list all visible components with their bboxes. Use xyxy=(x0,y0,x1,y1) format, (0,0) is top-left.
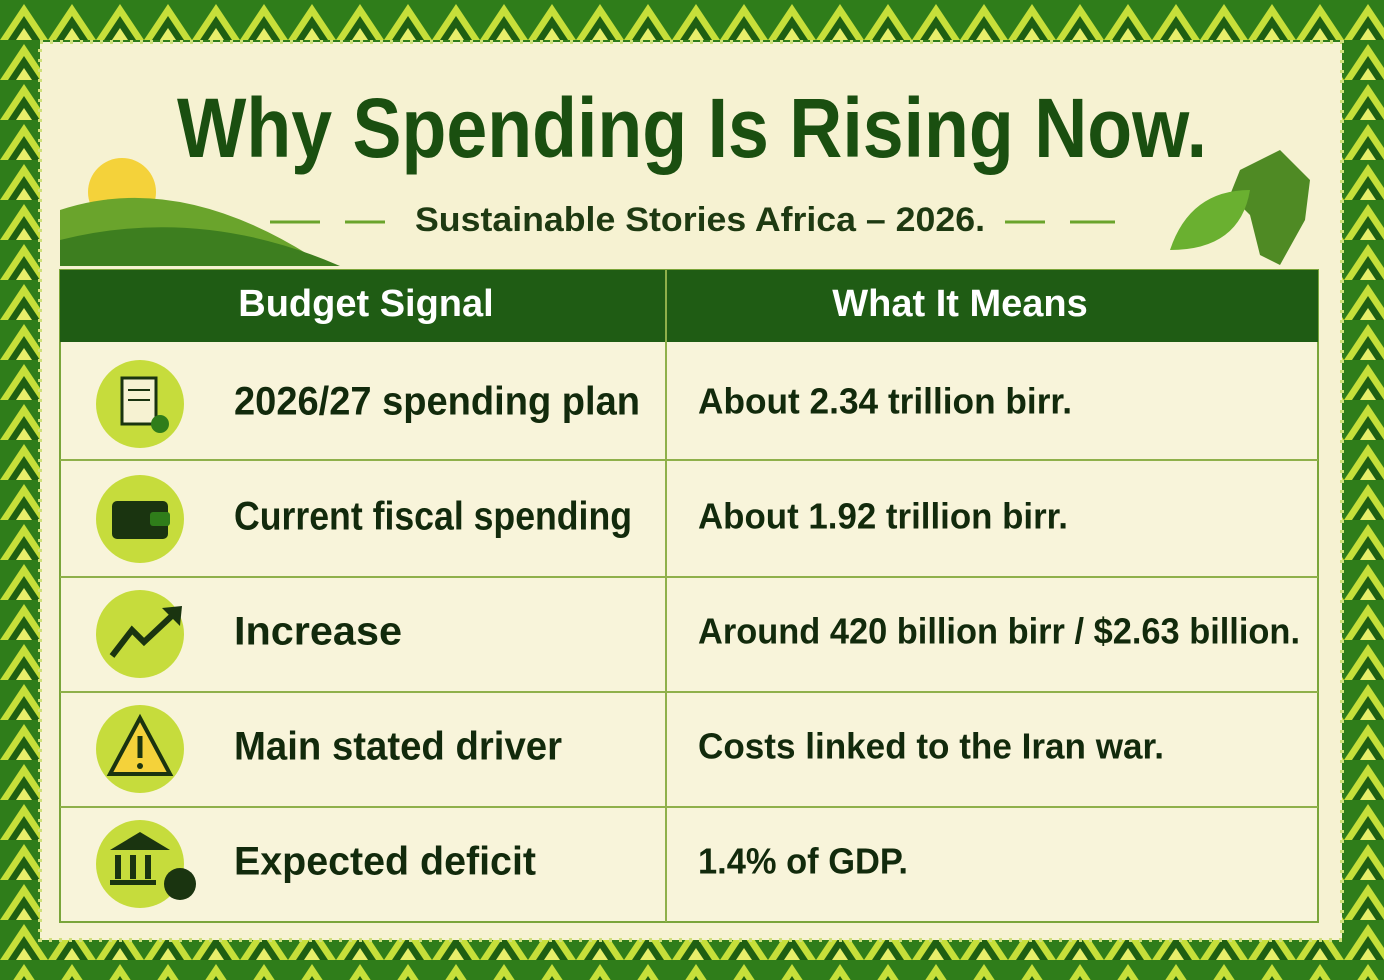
icon-bank xyxy=(96,820,196,908)
signal: Expected deficit xyxy=(234,840,536,884)
meaning: Around 420 billion birr / $2.63 billion. xyxy=(698,611,1300,652)
table-header xyxy=(60,270,1318,342)
icon-document xyxy=(96,360,184,448)
meaning: About 2.34 trillion birr. xyxy=(698,381,1072,422)
signal: Current fiscal spending xyxy=(234,495,632,539)
decoration xyxy=(60,150,1310,266)
column-header: Budget Signal xyxy=(238,283,493,325)
signal: 2026/27 spending plan xyxy=(234,380,640,424)
table xyxy=(59,269,1319,923)
meaning: About 1.92 trillion birr. xyxy=(698,496,1068,537)
subtitle: Sustainable Stories Africa – 2026. xyxy=(415,201,985,239)
icon-warning xyxy=(96,705,184,793)
title: Why Spending Is Rising Now. xyxy=(177,81,1207,175)
signal: Increase xyxy=(234,610,402,654)
column-header: What It Means xyxy=(832,283,1087,325)
meaning: 1.4% of GDP. xyxy=(698,841,908,882)
meaning: Costs linked to the Iran war. xyxy=(698,726,1164,767)
signal: Main stated driver xyxy=(234,725,562,769)
icon-wallet xyxy=(96,475,184,563)
icon-trend xyxy=(96,590,184,678)
